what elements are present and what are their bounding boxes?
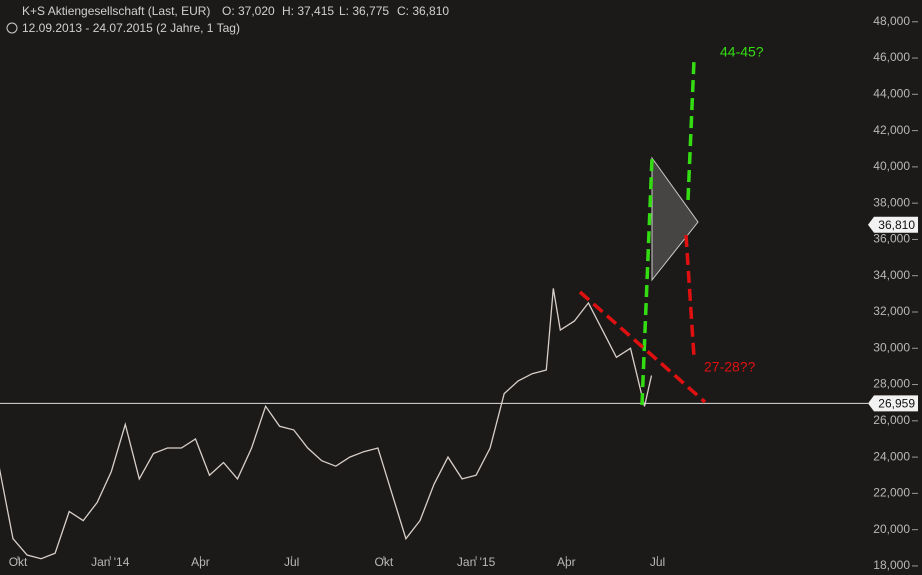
x-tick-label: Jul — [284, 555, 299, 569]
x-tick-label: Okt — [375, 555, 394, 569]
x-tick-label: Apr — [557, 555, 576, 569]
triangle-drawing — [651, 156, 699, 282]
plot: 18,000 20,000 22,000 24,000 26,000 28,000 30,0… — [0, 14, 918, 572]
annotation: 27-28?? — [704, 359, 756, 375]
red-target — [684, 234, 696, 358]
ohlc-close: C: 36,810 — [397, 4, 449, 18]
price-line — [0, 288, 653, 560]
clock-icon — [6, 22, 18, 34]
y-tick-label: 24,000 — [873, 449, 910, 463]
y-tick-label: 26,000 — [873, 413, 910, 427]
price-tag — [868, 216, 918, 233]
price-tag-label: 26,959 — [878, 397, 915, 411]
red-trend — [578, 290, 707, 404]
x-tick-label: Okt — [9, 555, 28, 569]
ohlc-open: O: 37,020 — [222, 4, 275, 18]
chart-title: K+S Aktiengesellschaft (Last, EUR) — [22, 4, 210, 18]
x-tick-label: Jan '14 — [91, 555, 130, 569]
x-tick-label: Jul — [650, 555, 665, 569]
price-tag-label: 36,810 — [878, 218, 915, 232]
annotation: 44-45? — [720, 44, 764, 60]
ohlc-high: H: 37,415 — [282, 4, 334, 18]
y-tick-label: 32,000 — [873, 304, 910, 318]
green-target — [686, 59, 696, 201]
x-tick-label: Jan '15 — [457, 555, 496, 569]
y-tick-label: 46,000 — [873, 50, 910, 64]
chart-subtitle: 12.09.2013 - 24.07.2015 (2 Jahre, 1 Tag) — [22, 21, 240, 35]
ohlc-low: L: 36,775 — [339, 4, 389, 18]
y-tick-label: 30,000 — [873, 340, 910, 354]
y-tick-label: 18,000 — [873, 558, 910, 572]
y-tick-label: 20,000 — [873, 522, 910, 536]
y-tick-label: 38,000 — [873, 195, 910, 209]
price-tag — [868, 395, 918, 412]
y-tick-label: 36,000 — [873, 232, 910, 246]
y-tick-label: 40,000 — [873, 159, 910, 173]
y-tick-label: 48,000 — [873, 14, 910, 28]
x-tick-label: Apr — [191, 555, 210, 569]
y-tick-label: 42,000 — [873, 123, 910, 137]
y-tick-label: 44,000 — [873, 86, 910, 100]
y-tick-label: 28,000 — [873, 377, 910, 391]
green-trend — [640, 157, 654, 406]
y-tick-label: 22,000 — [873, 486, 910, 500]
y-tick-label: 34,000 — [873, 268, 910, 282]
